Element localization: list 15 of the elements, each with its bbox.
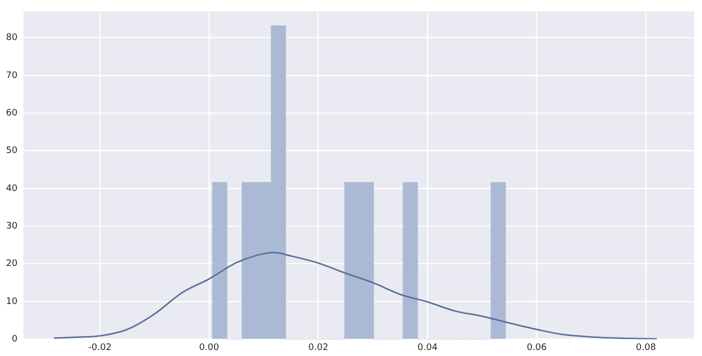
y-tick-label: 10 xyxy=(6,296,18,307)
y-tick-label: 30 xyxy=(6,222,18,232)
y-tick-label: 20 xyxy=(6,259,18,270)
y-tick-label: 40 xyxy=(6,184,18,194)
y-tick-label: 70 xyxy=(6,70,18,81)
x-tick-label: 0.08 xyxy=(636,342,656,353)
x-tick-label: 0.02 xyxy=(308,342,328,353)
x-tick-label: 0.04 xyxy=(418,342,438,353)
x-tick-label: 0.00 xyxy=(199,342,220,353)
y-tick-label: 60 xyxy=(6,108,18,118)
x-tick-label: 0.06 xyxy=(526,342,548,353)
y-tick-label: 50 xyxy=(6,146,18,156)
x-tick-label: -0.02 xyxy=(88,342,112,353)
y-tick-label: 80 xyxy=(6,33,18,44)
y-tick-label: 0 xyxy=(12,334,18,345)
